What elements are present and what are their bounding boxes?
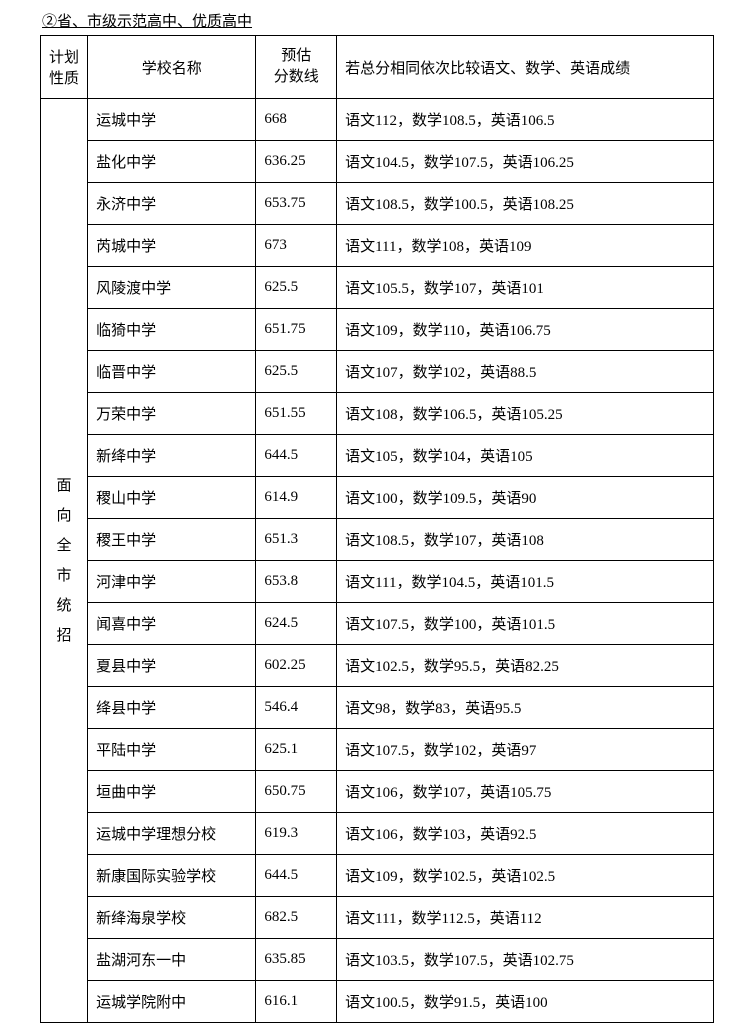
- school-cell: 垣曲中学: [88, 771, 256, 813]
- school-cell: 新绛中学: [88, 435, 256, 477]
- school-cell: 盐湖河东一中: [88, 939, 256, 981]
- school-cell: 新康国际实验学校: [88, 855, 256, 897]
- table-row: 面 向 全 市 统 招运城中学668语文112，数学108.5，英语106.5: [41, 99, 714, 141]
- tiebreak-cell: 语文107，数学102，英语88.5: [337, 351, 714, 393]
- tiebreak-cell: 语文109，数学102.5，英语102.5: [337, 855, 714, 897]
- score-cell: 625.5: [256, 267, 337, 309]
- score-cell: 682.5: [256, 897, 337, 939]
- table-row: 夏县中学602.25语文102.5，数学95.5，英语82.25: [41, 645, 714, 687]
- table-row: 万荣中学651.55语文108，数学106.5，英语105.25: [41, 393, 714, 435]
- table-row: 运城中学理想分校619.3语文106，数学103，英语92.5: [41, 813, 714, 855]
- table-row: 临晋中学625.5语文107，数学102，英语88.5: [41, 351, 714, 393]
- table-row: 平陆中学625.1语文107.5，数学102，英语97: [41, 729, 714, 771]
- score-cell: 625.5: [256, 351, 337, 393]
- tiebreak-cell: 语文109，数学110，英语106.75: [337, 309, 714, 351]
- school-cell: 新绛海泉学校: [88, 897, 256, 939]
- table-row: 临猗中学651.75语文109，数学110，英语106.75: [41, 309, 714, 351]
- tiebreak-cell: 语文100，数学109.5，英语90: [337, 477, 714, 519]
- tiebreak-cell: 语文98，数学83，英语95.5: [337, 687, 714, 729]
- school-cell: 河津中学: [88, 561, 256, 603]
- score-cell: 546.4: [256, 687, 337, 729]
- plan-type-cell: 面 向 全 市 统 招: [41, 99, 88, 1023]
- tiebreak-cell: 语文106，数学103，英语92.5: [337, 813, 714, 855]
- school-cell: 稷山中学: [88, 477, 256, 519]
- table-row: 稷山中学614.9语文100，数学109.5，英语90: [41, 477, 714, 519]
- score-cell: 614.9: [256, 477, 337, 519]
- score-cell: 619.3: [256, 813, 337, 855]
- table-header-row: 计划 性质 学校名称 预估 分数线 若总分相同依次比较语文、数学、英语成绩: [41, 36, 714, 99]
- table-row: 垣曲中学650.75语文106，数学107，英语105.75: [41, 771, 714, 813]
- table-row: 新康国际实验学校644.5语文109，数学102.5，英语102.5: [41, 855, 714, 897]
- table-row: 新绛中学644.5语文105，数学104，英语105: [41, 435, 714, 477]
- table-row: 盐湖河东一中635.85语文103.5，数学107.5，英语102.75: [41, 939, 714, 981]
- score-cell: 644.5: [256, 855, 337, 897]
- section-heading: ②省、市级示范高中、优质高中: [40, 10, 714, 31]
- score-cell: 625.1: [256, 729, 337, 771]
- score-cell: 602.25: [256, 645, 337, 687]
- tiebreak-cell: 语文100.5，数学91.5，英语100: [337, 981, 714, 1023]
- tiebreak-cell: 语文102.5，数学95.5，英语82.25: [337, 645, 714, 687]
- tiebreak-cell: 语文108，数学106.5，英语105.25: [337, 393, 714, 435]
- table-row: 闻喜中学624.5语文107.5，数学100，英语101.5: [41, 603, 714, 645]
- score-table: 计划 性质 学校名称 预估 分数线 若总分相同依次比较语文、数学、英语成绩 面 …: [40, 35, 714, 1023]
- score-cell: 635.85: [256, 939, 337, 981]
- score-cell: 673: [256, 225, 337, 267]
- score-cell: 653.8: [256, 561, 337, 603]
- plan-type-label: 面 向 全 市 统 招: [57, 471, 72, 651]
- school-cell: 盐化中学: [88, 141, 256, 183]
- score-cell: 653.75: [256, 183, 337, 225]
- score-cell: 624.5: [256, 603, 337, 645]
- tiebreak-cell: 语文111，数学112.5，英语112: [337, 897, 714, 939]
- school-cell: 稷王中学: [88, 519, 256, 561]
- school-cell: 夏县中学: [88, 645, 256, 687]
- tiebreak-cell: 语文108.5，数学107，英语108: [337, 519, 714, 561]
- tiebreak-cell: 语文107.5，数学100，英语101.5: [337, 603, 714, 645]
- table-row: 绛县中学546.4语文98，数学83，英语95.5: [41, 687, 714, 729]
- table-row: 永济中学653.75语文108.5，数学100.5，英语108.25: [41, 183, 714, 225]
- tiebreak-cell: 语文108.5，数学100.5，英语108.25: [337, 183, 714, 225]
- tiebreak-cell: 语文111，数学104.5，英语101.5: [337, 561, 714, 603]
- score-cell: 651.3: [256, 519, 337, 561]
- table-row: 河津中学653.8语文111，数学104.5，英语101.5: [41, 561, 714, 603]
- school-cell: 万荣中学: [88, 393, 256, 435]
- tiebreak-cell: 语文106，数学107，英语105.75: [337, 771, 714, 813]
- school-cell: 平陆中学: [88, 729, 256, 771]
- tiebreak-cell: 语文112，数学108.5，英语106.5: [337, 99, 714, 141]
- school-cell: 芮城中学: [88, 225, 256, 267]
- table-row: 盐化中学636.25语文104.5，数学107.5，英语106.25: [41, 141, 714, 183]
- score-cell: 651.75: [256, 309, 337, 351]
- tiebreak-cell: 语文104.5，数学107.5，英语106.25: [337, 141, 714, 183]
- table-row: 芮城中学673语文111，数学108，英语109: [41, 225, 714, 267]
- school-cell: 临猗中学: [88, 309, 256, 351]
- school-cell: 绛县中学: [88, 687, 256, 729]
- score-cell: 616.1: [256, 981, 337, 1023]
- table-body: 面 向 全 市 统 招运城中学668语文112，数学108.5，英语106.5盐…: [41, 99, 714, 1023]
- score-cell: 668: [256, 99, 337, 141]
- school-cell: 临晋中学: [88, 351, 256, 393]
- tiebreak-cell: 语文111，数学108，英语109: [337, 225, 714, 267]
- school-cell: 永济中学: [88, 183, 256, 225]
- school-cell: 运城中学: [88, 99, 256, 141]
- col-school-header: 学校名称: [88, 36, 256, 99]
- table-row: 运城学院附中616.1语文100.5，数学91.5，英语100: [41, 981, 714, 1023]
- score-cell: 651.55: [256, 393, 337, 435]
- table-row: 新绛海泉学校682.5语文111，数学112.5，英语112: [41, 897, 714, 939]
- table-row: 风陵渡中学625.5语文105.5，数学107，英语101: [41, 267, 714, 309]
- tiebreak-cell: 语文105，数学104，英语105: [337, 435, 714, 477]
- table-row: 稷王中学651.3语文108.5，数学107，英语108: [41, 519, 714, 561]
- col-score-header: 预估 分数线: [256, 36, 337, 99]
- school-cell: 运城学院附中: [88, 981, 256, 1023]
- tiebreak-cell: 语文107.5，数学102，英语97: [337, 729, 714, 771]
- school-cell: 闻喜中学: [88, 603, 256, 645]
- tiebreak-cell: 语文103.5，数学107.5，英语102.75: [337, 939, 714, 981]
- col-tiebreak-header: 若总分相同依次比较语文、数学、英语成绩: [337, 36, 714, 99]
- col-plan-header: 计划 性质: [41, 36, 88, 99]
- tiebreak-cell: 语文105.5，数学107，英语101: [337, 267, 714, 309]
- score-cell: 636.25: [256, 141, 337, 183]
- school-cell: 运城中学理想分校: [88, 813, 256, 855]
- score-cell: 644.5: [256, 435, 337, 477]
- score-cell: 650.75: [256, 771, 337, 813]
- school-cell: 风陵渡中学: [88, 267, 256, 309]
